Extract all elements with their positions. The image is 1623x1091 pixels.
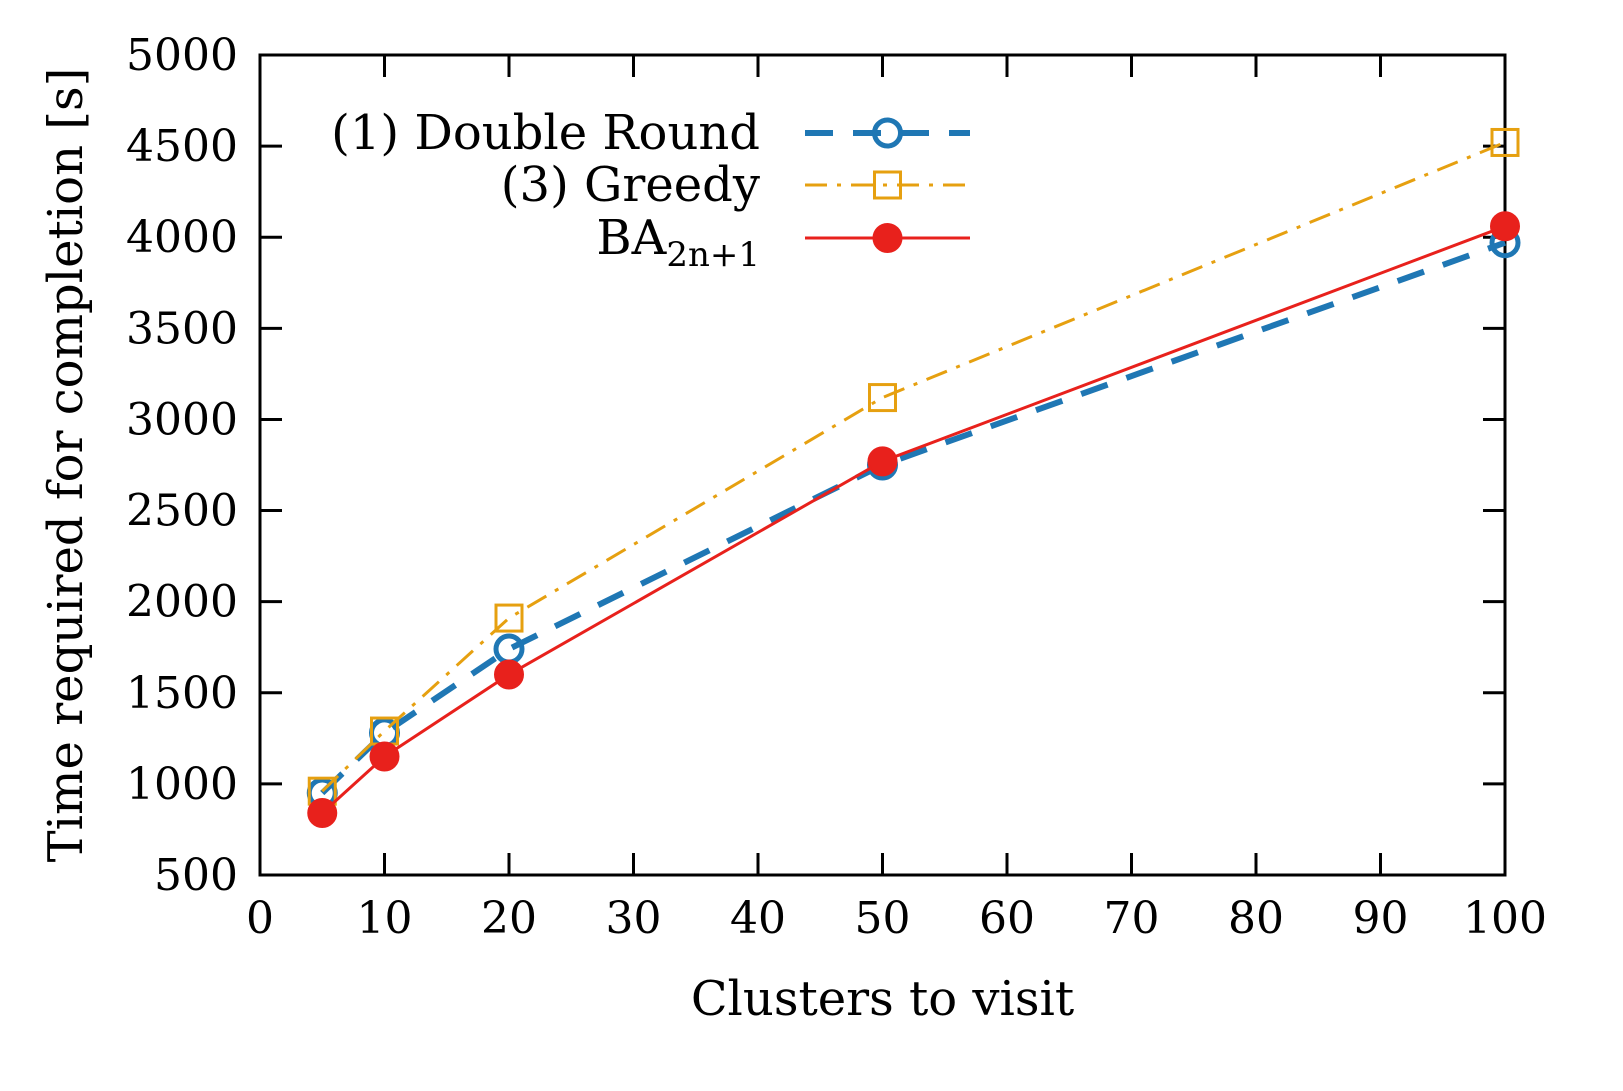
series-line [321, 224, 1506, 815]
data-point [868, 383, 897, 413]
y-tick-label: 5000 [126, 30, 238, 81]
y-tick-label: 3500 [126, 303, 238, 354]
series-group [306, 127, 1521, 829]
legend-subscript: 2n+1 [666, 235, 760, 275]
x-tick-label: 30 [606, 893, 662, 944]
x-tick-label: 60 [979, 893, 1035, 944]
y-axis-label: Time required for completion [s] [38, 68, 94, 863]
series-3 [307, 211, 1520, 829]
data-point [493, 633, 525, 665]
data-point [369, 741, 400, 772]
legend-marker [872, 223, 903, 253]
axes-group: 0 10 20 30 40 50 60 70 80 90 100 500 1000 1500 2000 250… [126, 30, 1547, 944]
legend-label: (3) Greedy [501, 157, 760, 213]
x-tick-label: 100 [1463, 893, 1547, 944]
x-tick-label: 10 [357, 893, 413, 944]
series-1 [306, 227, 1521, 809]
x-tick-label: 90 [1353, 893, 1409, 944]
legend-marker [873, 170, 902, 200]
legend-item: (3) Greedy [501, 157, 970, 213]
legend-item: (1) Double Round [331, 105, 970, 161]
series-line [321, 141, 1506, 793]
legend-label: BA2n+1 [596, 210, 760, 275]
x-tick-label: 40 [730, 893, 786, 944]
data-point [494, 603, 524, 633]
y-tick-label: 500 [154, 850, 238, 901]
series-2 [307, 127, 1520, 806]
y-tick-label: 2000 [126, 577, 238, 628]
series-line [320, 239, 1507, 796]
data-point [494, 659, 524, 690]
x-tick-label: 80 [1228, 893, 1284, 944]
x-tick-label: 70 [1104, 893, 1160, 944]
x-tick-label: 20 [481, 893, 537, 944]
legend-marker [872, 117, 903, 149]
data-point [867, 446, 898, 477]
data-point [1490, 127, 1520, 157]
x-tick-label: 0 [246, 893, 274, 944]
data-point [1490, 211, 1520, 242]
y-tick-label: 4500 [126, 121, 238, 172]
y-tick-label: 1500 [126, 668, 238, 719]
y-tick-label: 1000 [126, 759, 238, 810]
x-tick-label: 50 [855, 893, 911, 944]
legend-item: BA2n+1 [596, 210, 970, 275]
y-tick-label: 2500 [126, 486, 238, 537]
x-axis-label: Clusters to visit [691, 971, 1074, 1027]
y-tick-label: 4000 [126, 212, 238, 263]
legend-label: (1) Double Round [331, 105, 760, 161]
data-point [307, 798, 338, 829]
y-tick-label: 3000 [126, 394, 238, 445]
